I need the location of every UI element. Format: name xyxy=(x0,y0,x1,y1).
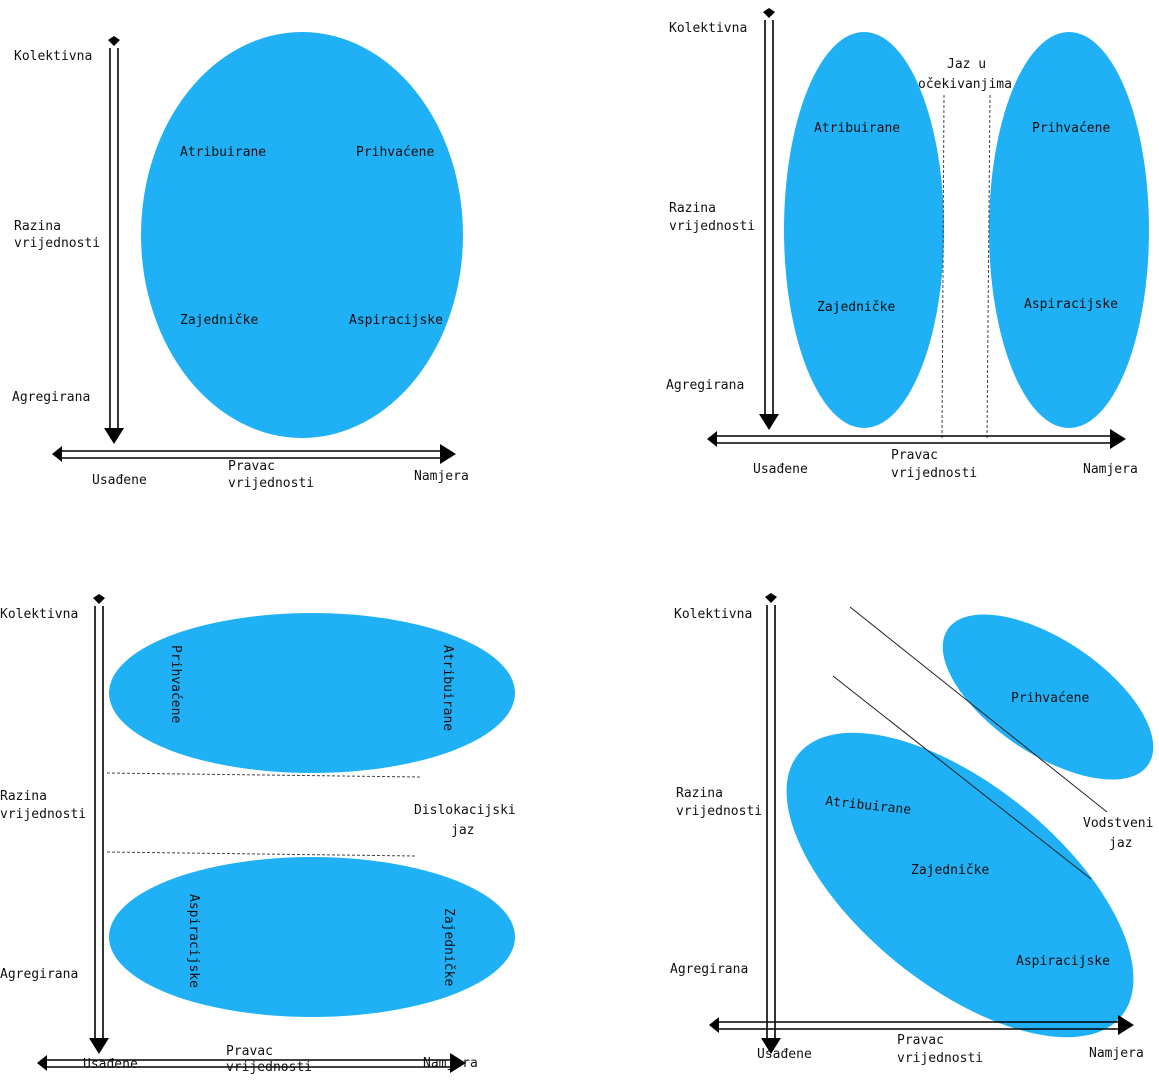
value-label: Prihvaćene xyxy=(168,645,183,723)
gap-label: Vodstveni xyxy=(1083,816,1153,831)
vertical-axis-arrow xyxy=(89,594,109,1054)
axis-label-center: Pravac xyxy=(226,1044,273,1059)
horizontal-axis-arrow xyxy=(707,429,1126,449)
axis-label-top: Kolektivna xyxy=(674,607,752,622)
gap-label: Dislokacijski xyxy=(414,803,516,818)
gap-line xyxy=(986,94,991,439)
gap-label: jaz xyxy=(451,823,474,838)
axis-label-top: Kolektivna xyxy=(0,607,78,622)
values-ellipse-bottom xyxy=(109,857,515,1017)
axis-label-middle: vrijednosti xyxy=(0,807,86,822)
gap-line xyxy=(106,772,421,778)
panel-1: Kolektivna Razina vrijednosti Agregirana… xyxy=(12,32,469,491)
values-ellipse-left xyxy=(784,32,944,428)
axis-label-center: vrijednosti xyxy=(897,1051,983,1066)
value-label: Atribuirane xyxy=(180,145,266,160)
axis-label-middle: vrijednosti xyxy=(676,804,762,819)
value-label: Aspiracijske xyxy=(186,894,201,988)
values-ellipse xyxy=(141,32,463,438)
value-label: Prihvaćene xyxy=(1011,691,1089,706)
axis-label-middle: Razina xyxy=(676,786,723,801)
axis-label-center: Pravac xyxy=(897,1033,944,1048)
axis-label-left: Usađene xyxy=(83,1057,138,1072)
axis-label-center: vrijednosti xyxy=(226,1060,312,1075)
axis-label-left: Usađene xyxy=(92,473,147,488)
axis-label-bottom: Agregirana xyxy=(12,390,90,405)
gap-label: Jaz u xyxy=(947,57,986,72)
vertical-axis-arrow xyxy=(761,593,781,1054)
gap-line xyxy=(106,851,416,857)
axis-label-center: Pravac xyxy=(891,448,938,463)
value-label: Prihvaćene xyxy=(356,145,434,160)
gap-line xyxy=(941,94,945,439)
gap-label: očekivanjima xyxy=(918,77,1012,92)
panel-3: Kolektivna Razina vrijednosti Agregirana… xyxy=(0,594,516,1075)
value-label: Prihvaćene xyxy=(1032,121,1110,136)
horizontal-axis-arrow xyxy=(52,444,456,464)
value-label: Aspiracijske xyxy=(349,313,443,328)
axis-label-middle: Razina xyxy=(669,201,716,216)
value-label: Zajedničke xyxy=(911,863,989,878)
values-ellipse-large xyxy=(786,732,1134,1038)
panel-2: Kolektivna Razina vrijednosti Agregirana… xyxy=(666,8,1149,481)
axis-label-top: Kolektivna xyxy=(669,21,747,36)
axis-label-bottom: Agregirana xyxy=(670,962,748,977)
value-label: Zajedničke xyxy=(180,313,258,328)
value-label: Aspiracijske xyxy=(1024,297,1118,312)
axis-label-center: vrijednosti xyxy=(891,466,977,481)
vertical-axis-arrow xyxy=(759,8,779,430)
axis-label-right: Namjera xyxy=(1089,1046,1144,1061)
axis-label-top: Kolektivna xyxy=(14,49,92,64)
axis-label-right: Namjera xyxy=(1083,462,1138,477)
vertical-axis-arrow xyxy=(104,36,124,444)
axis-label-center: Pravac xyxy=(228,459,275,474)
axis-label-bottom: Agregirana xyxy=(666,378,744,393)
axis-label-bottom: Agregirana xyxy=(0,967,78,982)
horizontal-axis-arrow xyxy=(37,1053,466,1073)
axis-label-right: Namjera xyxy=(414,469,469,484)
gap-label: jaz xyxy=(1109,836,1132,851)
horizontal-axis-arrow xyxy=(709,1015,1134,1035)
value-label: Zajedničke xyxy=(441,908,456,986)
axis-label-middle: vrijednosti xyxy=(14,236,100,251)
value-label: Aspiracijske xyxy=(1016,954,1110,969)
value-label: Atribuirane xyxy=(814,121,900,136)
value-label: Atribuirane xyxy=(440,645,455,731)
axis-label-middle: Razina xyxy=(0,789,47,804)
values-ellipse-top xyxy=(109,613,515,773)
axis-label-left: Usađene xyxy=(757,1047,812,1062)
axis-label-middle: vrijednosti xyxy=(669,219,755,234)
gap-line xyxy=(832,675,1092,880)
axis-label-center: vrijednosti xyxy=(228,476,314,491)
value-label: Zajedničke xyxy=(817,300,895,315)
gap-line xyxy=(849,606,1108,813)
axis-label-right: Namjera xyxy=(423,1056,478,1071)
values-ellipse-small xyxy=(942,614,1154,780)
values-ellipse-right xyxy=(989,32,1149,428)
axis-label-middle: Razina xyxy=(14,219,61,234)
panel-4: Kolektivna Razina vrijednosti Agregirana… xyxy=(670,593,1154,1066)
axis-label-left: Usađene xyxy=(753,462,808,477)
